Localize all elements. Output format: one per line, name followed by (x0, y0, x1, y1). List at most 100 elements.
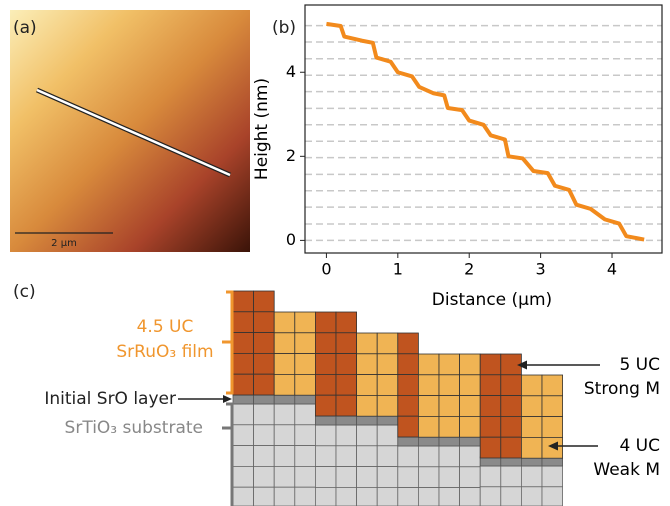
film-cell (294, 353, 316, 375)
film-cell (232, 332, 255, 354)
substrate-cell (438, 487, 461, 506)
film-cell (335, 353, 358, 375)
substrate-cell (335, 466, 358, 488)
film-cell (459, 374, 481, 396)
film-cell (438, 353, 461, 376)
substrate-cell (232, 424, 255, 446)
film-cell (356, 332, 378, 355)
panel-label: (b) (272, 18, 296, 38)
substrate-cell (376, 424, 399, 447)
strong-uc: 5 UC (619, 355, 660, 375)
film-cell (521, 436, 543, 459)
substrate-cell (541, 465, 564, 488)
sro-cell (376, 415, 399, 426)
substrate-cell (273, 424, 296, 446)
substrate-cell (253, 403, 275, 426)
film-cell (459, 415, 481, 438)
film-cell (521, 416, 543, 438)
x-tick-label: 2 (464, 260, 474, 279)
film-cell (500, 395, 522, 417)
profile (326, 21, 645, 242)
y-axis-label: Height (nm) (252, 78, 272, 180)
substrate-cell (417, 466, 440, 488)
film-cell (273, 353, 296, 375)
film-cell (541, 374, 564, 397)
substrate-cell (314, 466, 337, 488)
film-cell (253, 311, 275, 333)
x-axis-label: Distance (μm) (432, 290, 552, 310)
strong-label: Strong M (584, 379, 660, 399)
film-cell (273, 332, 296, 354)
substrate-cell (521, 486, 543, 506)
film-cell (479, 436, 502, 459)
film-cell (438, 395, 461, 417)
film-cell (500, 353, 522, 376)
film-cell (232, 373, 255, 396)
film-cell (459, 395, 481, 417)
panel-label: (a) (13, 18, 37, 38)
substrate-cell (253, 445, 275, 467)
film-label: SrRuO₃ film (116, 342, 213, 362)
film-cell (232, 311, 255, 333)
substrate-cell (273, 445, 296, 467)
film-cell (417, 374, 440, 396)
weak-label: Weak M (593, 460, 660, 480)
film-cell (500, 415, 522, 438)
film-cell (335, 373, 358, 396)
plot-frame (304, 4, 663, 254)
substrate-cell (314, 445, 337, 467)
substrate-cell (397, 487, 419, 506)
substrate-cell (397, 445, 419, 468)
film-cell (397, 394, 419, 417)
film-cell (479, 395, 502, 417)
x-tick-label: 1 (393, 260, 403, 279)
substrate-cell (294, 445, 316, 467)
film-cell (376, 374, 399, 396)
sro-cell (294, 394, 316, 405)
arrow-head (517, 360, 527, 370)
film-cell (335, 394, 358, 417)
weak-uc: 4 UC (619, 436, 660, 456)
film-cell (314, 353, 337, 375)
film-cell (479, 374, 502, 396)
film-cell (521, 395, 543, 417)
film-cell (232, 352, 255, 375)
substrate-cell (397, 466, 419, 488)
substrate-cell (459, 487, 481, 506)
substrate-cell (438, 466, 461, 488)
film-thickness: 4.5 UC (137, 317, 194, 337)
substrate-cell (253, 465, 275, 488)
substrate-cell (273, 486, 296, 506)
substrate-cell (356, 424, 378, 447)
substrate-cell (273, 465, 296, 488)
film-cell (314, 394, 337, 417)
y-tick-label: 2 (286, 146, 296, 165)
substrate-label: SrTiO₃ substrate (65, 418, 203, 438)
substrate-cell (417, 445, 440, 468)
substrate-cell (541, 486, 564, 506)
film-cell (521, 374, 543, 397)
substrate-cell (335, 445, 358, 467)
film-cell (314, 373, 337, 396)
sro-cell (273, 394, 296, 405)
film-cell (273, 373, 296, 396)
film-cell (376, 394, 399, 417)
film-cell (335, 332, 358, 354)
substrate-cell (459, 445, 481, 468)
y-tick-label: 4 (286, 62, 296, 81)
film-cell (459, 353, 481, 376)
sro-cell (335, 415, 358, 426)
substrate-cell (335, 486, 358, 506)
substrate-cell (314, 424, 337, 447)
sro-cell (253, 394, 275, 405)
x-tick-label: 0 (321, 260, 331, 279)
substrate-cell (335, 424, 358, 447)
substrate-cell (479, 486, 502, 506)
film-cell (356, 374, 378, 396)
sro-cell (314, 415, 337, 426)
substrate-cell (253, 424, 275, 446)
substrate-cell (232, 486, 255, 506)
sro-cell (356, 415, 378, 426)
film-cell (438, 415, 461, 438)
film-cell (541, 416, 564, 438)
